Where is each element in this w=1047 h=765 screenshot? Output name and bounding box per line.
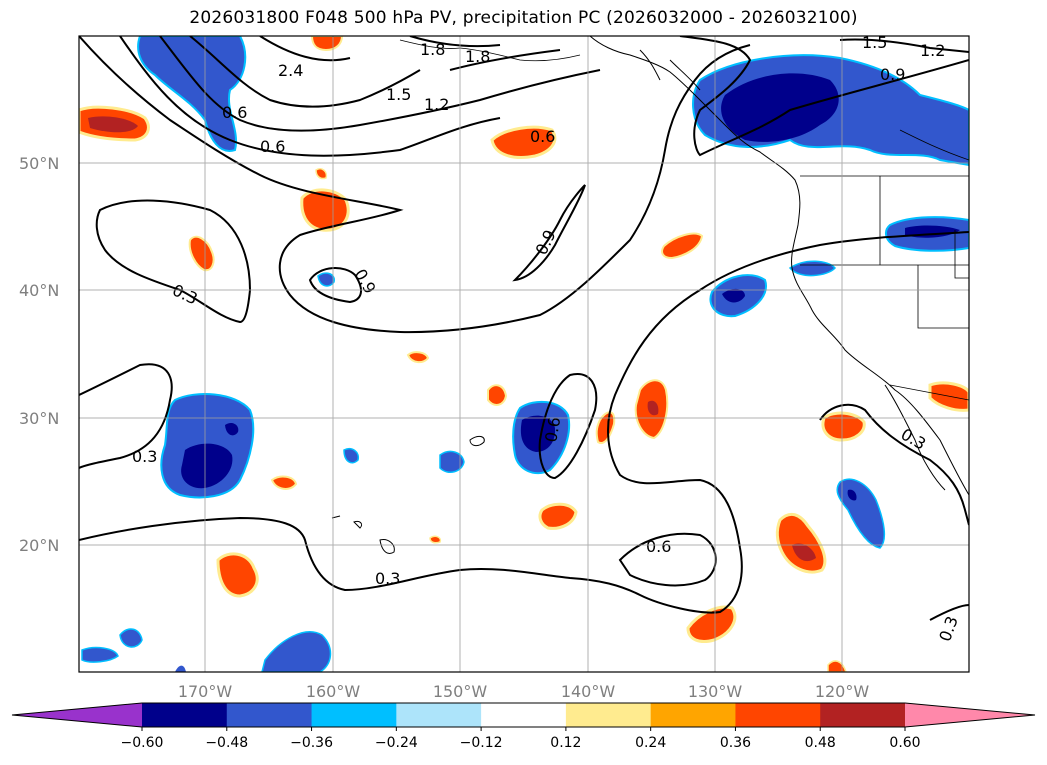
islands — [331, 435, 485, 554]
contour-label: 0.6 — [646, 537, 671, 556]
contour-label: 1.8 — [465, 47, 490, 66]
lon-label-170w: 170°W — [178, 682, 233, 701]
contour-label: 2.4 — [278, 61, 303, 80]
longitude-labels: 170°W 160°W 150°W 140°W 130°W 120°W — [178, 682, 870, 701]
colorbar-segment — [650, 703, 736, 727]
contour-label: 0.3 — [132, 447, 157, 466]
colorbar-tick-label: 0.60 — [889, 735, 920, 751]
contour-label: 1.8 — [420, 40, 445, 59]
lat-label-50n: 50°N — [19, 154, 59, 173]
contour-label: 0.9 — [880, 65, 905, 84]
lon-label-120w: 120°W — [815, 682, 870, 701]
lon-label-130w: 130°W — [688, 682, 743, 701]
lon-label-160w: 160°W — [306, 682, 361, 701]
contour-label: 0.6 — [530, 127, 555, 146]
lon-label-140w: 140°W — [561, 682, 616, 701]
colorbar-segment — [311, 703, 397, 727]
lon-label-150w: 150°W — [433, 682, 488, 701]
colorbar-segment — [396, 703, 482, 727]
lat-label-20n: 20°N — [19, 536, 59, 555]
colorbar-tick-label: 0.12 — [550, 735, 581, 751]
contour-label: 0.6 — [541, 415, 564, 443]
colorbar-segment — [735, 703, 821, 727]
colorbar-tick-label: 0.24 — [635, 735, 666, 751]
colorbar-tick-label: −0.48 — [205, 735, 248, 751]
lat-label-30n: 30°N — [19, 409, 59, 428]
coastlines — [399, 36, 969, 496]
colorbar-tick-label: −0.36 — [290, 735, 333, 751]
gridlines — [79, 36, 969, 672]
state-borders — [800, 175, 969, 401]
map-frame — [78, 35, 970, 673]
lat-label-40n: 40°N — [19, 281, 59, 300]
precip-positive-areas — [79, 36, 969, 672]
colorbar-segment — [481, 703, 567, 727]
colorbar-tick-label: 0.48 — [805, 735, 836, 751]
colorbar-extend-low — [12, 703, 142, 727]
map-title: 2026031800 F048 500 hPa PV, precipitatio… — [189, 8, 858, 28]
colorbar-extend-high — [905, 703, 1035, 727]
latitude-labels: 50°N 40°N 30°N 20°N — [19, 154, 59, 555]
contour-label: 0.6 — [222, 103, 247, 122]
colorbar-tick-label: −0.12 — [460, 735, 503, 751]
contour-label: 1.2 — [424, 95, 449, 114]
contour-label: 0.6 — [260, 137, 285, 156]
colorbar-tick-label: −0.24 — [375, 735, 418, 751]
contour-label: 0.3 — [375, 569, 400, 588]
colorbar-segment — [565, 703, 652, 727]
colorbar-tick-label: −0.60 — [121, 735, 164, 751]
colorbar-segment — [820, 703, 906, 727]
colorbar-segment — [142, 703, 228, 727]
contour-label: 1.5 — [862, 33, 887, 52]
contour-label: 1.2 — [920, 41, 945, 60]
colorbar-segment — [226, 703, 313, 727]
colorbar-tick-label: 0.36 — [720, 735, 751, 751]
colorbar: −0.60 −0.48 −0.36 −0.24 −0.12 0.12 0.24 0.36 0.4… — [11, 702, 1036, 751]
contour-label: 1.5 — [386, 85, 411, 104]
